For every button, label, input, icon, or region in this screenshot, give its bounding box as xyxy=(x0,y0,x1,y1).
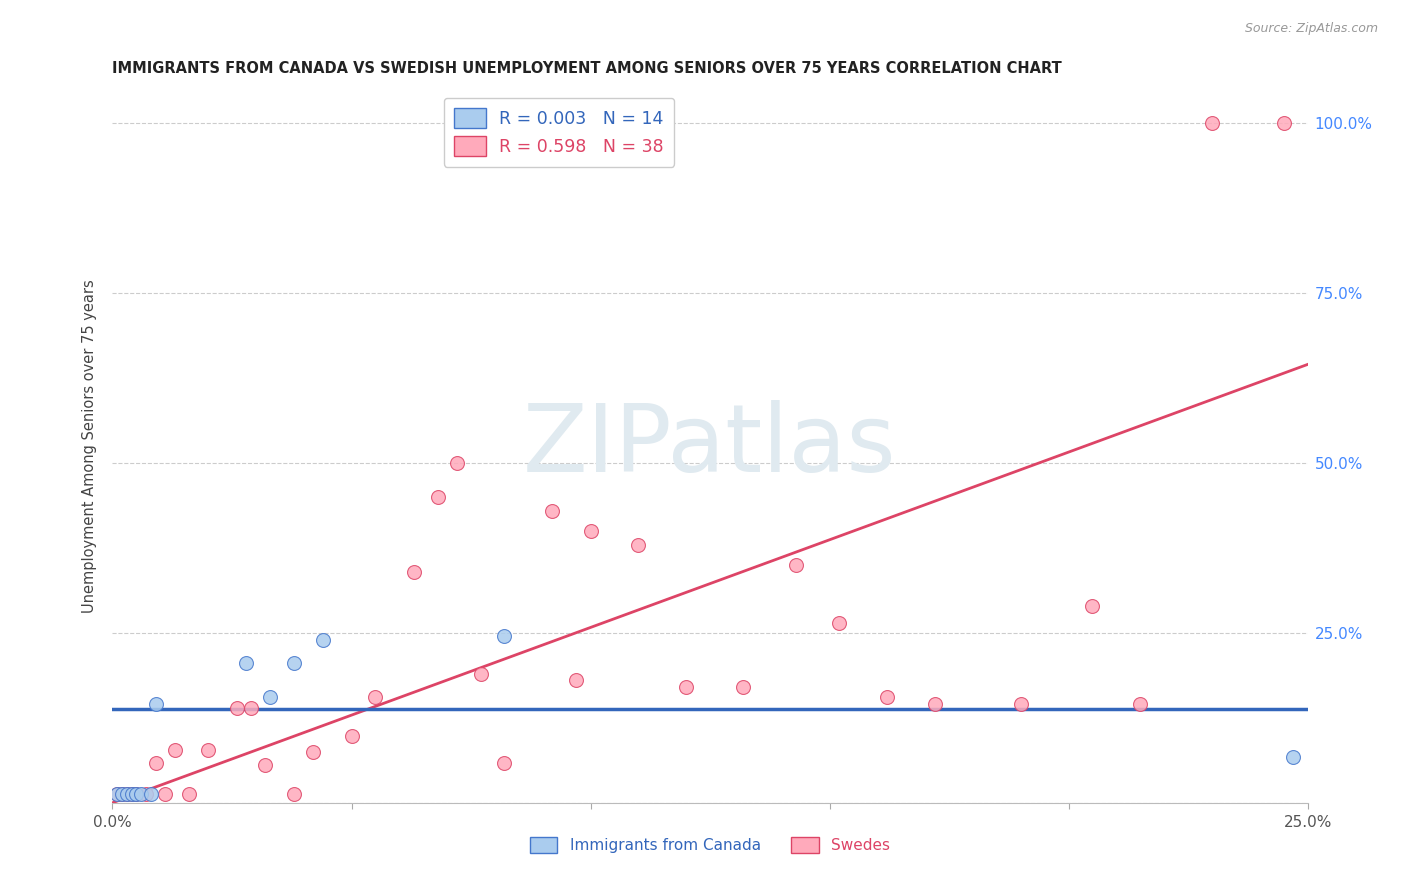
Text: Source: ZipAtlas.com: Source: ZipAtlas.com xyxy=(1244,22,1378,36)
Legend: Immigrants from Canada, Swedes: Immigrants from Canada, Swedes xyxy=(524,831,896,859)
Text: ZIPatlas: ZIPatlas xyxy=(523,400,897,492)
Y-axis label: Unemployment Among Seniors over 75 years: Unemployment Among Seniors over 75 years xyxy=(82,279,97,613)
Text: IMMIGRANTS FROM CANADA VS SWEDISH UNEMPLOYMENT AMONG SENIORS OVER 75 YEARS CORRE: IMMIGRANTS FROM CANADA VS SWEDISH UNEMPL… xyxy=(112,61,1062,76)
